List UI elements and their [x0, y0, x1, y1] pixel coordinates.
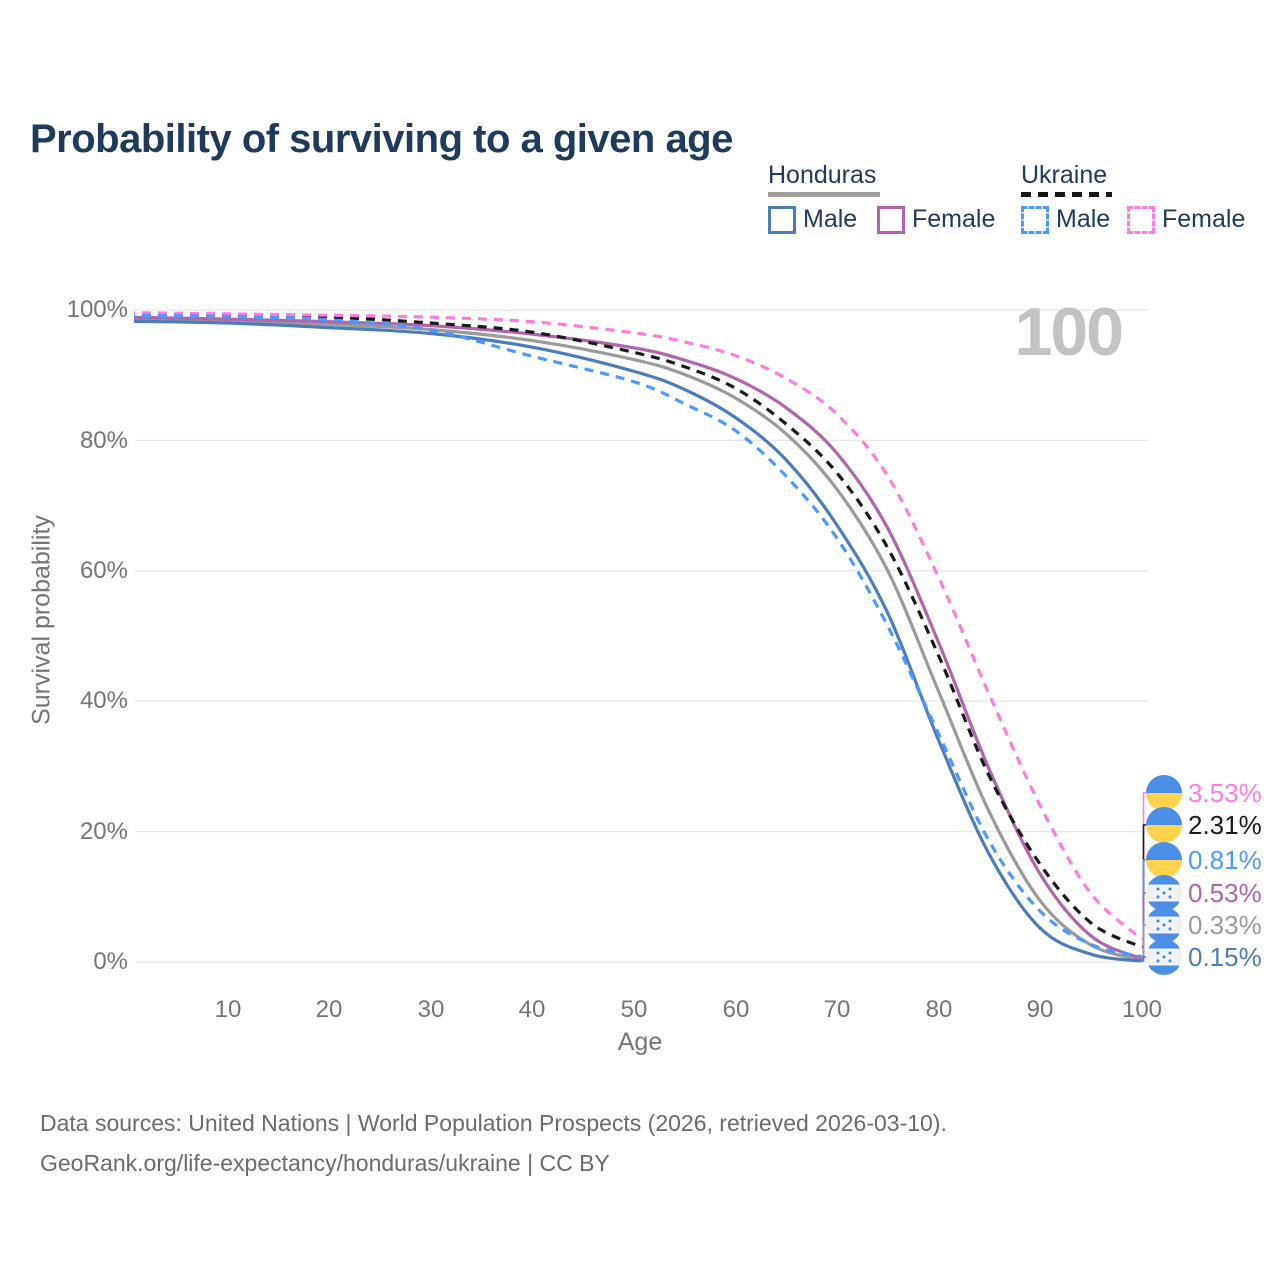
x-tick-60: 60	[722, 996, 750, 1023]
end-value: 3.53%	[1188, 778, 1262, 808]
page-title: Probability of surviving to a given age	[30, 116, 733, 161]
honduras-flag-icon	[1146, 907, 1182, 943]
honduras-flag-icon	[1146, 939, 1182, 975]
honduras-flag-stars	[1146, 875, 1182, 911]
end-value: 0.15%	[1188, 942, 1262, 972]
end-label-ukraine-female: 3.53%	[1146, 775, 1262, 811]
end-value: 0.53%	[1188, 878, 1262, 908]
ukraine-flag-icon	[1146, 775, 1182, 811]
honduras-flag-icon	[1146, 875, 1182, 911]
end-value: 0.81%	[1188, 845, 1262, 875]
y-axis-title: Survival probability	[27, 515, 56, 725]
x-tick-40: 40	[518, 996, 546, 1023]
legend-item-label: Female	[1162, 205, 1246, 233]
y-tick-20: 20%	[79, 818, 128, 845]
curve-ukraine_all	[134, 312, 1143, 949]
curve-honduras_male	[134, 319, 1142, 963]
ukraine-male-swatch-icon	[1021, 205, 1049, 234]
y-tick-0: 0%	[93, 948, 128, 975]
end-value: 0.33%	[1188, 910, 1262, 940]
ukraine-female-swatch-icon	[1127, 205, 1155, 234]
curve-ukraine_female	[134, 311, 1143, 941]
honduras-flag-stars	[1146, 939, 1182, 975]
legend-item-label: Female	[912, 205, 996, 233]
y-tick-40: 40%	[79, 687, 128, 714]
leader-line-honduras_male	[1142, 956, 1147, 962]
end-label-honduras-all: 0.33%	[1146, 907, 1262, 943]
end-value: 2.31%	[1188, 810, 1262, 840]
end-label-honduras-male: 0.15%	[1146, 939, 1262, 975]
end-label-ukraine-all: 2.31%	[1146, 807, 1262, 843]
ukraine-flag-icon	[1146, 842, 1182, 878]
x-tick-20: 20	[315, 996, 343, 1023]
curve-ukraine_male	[134, 313, 1143, 959]
y-tick-100: 100%	[66, 296, 128, 323]
honduras-female-swatch-icon	[877, 205, 905, 234]
x-tick-50: 50	[620, 996, 648, 1023]
honduras-male-swatch-icon	[768, 205, 796, 234]
x-tick-100: 100	[1121, 996, 1163, 1023]
legend-group-ukraine-title: Ukraine	[1021, 161, 1108, 189]
end-label-honduras-female: 0.53%	[1146, 875, 1262, 911]
legend-item-honduras-male[interactable]: Male	[768, 205, 857, 234]
honduras-flag-stars	[1146, 907, 1182, 943]
legend-group-honduras-title: Honduras	[768, 161, 877, 189]
legend-item-label: Male	[803, 205, 858, 233]
x-tick-80: 80	[925, 996, 953, 1023]
end-label-ukraine-male: 0.81%	[1146, 842, 1262, 878]
curve-honduras_female	[134, 315, 1143, 960]
x-tick-10: 10	[214, 996, 242, 1023]
x-tick-30: 30	[417, 996, 445, 1023]
data-sources-line: Data sources: United Nations | World Pop…	[40, 1110, 947, 1136]
legend-item-label: Male	[1056, 205, 1111, 233]
ukraine-flag-icon	[1146, 807, 1182, 843]
ukraine-dashed-line-swatch	[1021, 192, 1112, 197]
legend-item-ukraine-female[interactable]: Female	[1127, 205, 1245, 234]
legend-item-honduras-female[interactable]: Female	[877, 205, 995, 234]
y-tick-60: 60%	[79, 557, 128, 584]
curve-honduras_all	[134, 317, 1143, 962]
x-tick-70: 70	[823, 996, 851, 1023]
y-tick-80: 80%	[79, 427, 128, 454]
hovered-age-watermark: 100	[1014, 294, 1124, 370]
x-tick-90: 90	[1026, 996, 1054, 1023]
legend-item-ukraine-male[interactable]: Male	[1021, 205, 1110, 234]
attribution-line: GeoRank.org/life-expectancy/honduras/ukr…	[40, 1150, 610, 1176]
honduras-solid-line-swatch	[768, 192, 880, 197]
x-axis-title: Age	[617, 1028, 663, 1056]
